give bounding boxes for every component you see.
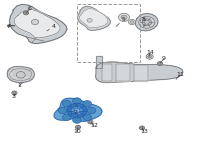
Text: 5: 5 (116, 17, 126, 26)
Circle shape (130, 21, 134, 23)
Circle shape (12, 91, 17, 95)
Circle shape (62, 101, 71, 107)
Circle shape (157, 62, 163, 65)
Circle shape (73, 98, 81, 104)
Text: 2: 2 (74, 104, 78, 115)
Circle shape (87, 107, 96, 114)
Circle shape (146, 54, 153, 59)
Text: 1: 1 (17, 82, 23, 88)
Circle shape (83, 114, 92, 121)
Polygon shape (54, 98, 102, 121)
Polygon shape (96, 56, 102, 68)
Circle shape (128, 19, 136, 25)
Polygon shape (14, 10, 60, 38)
Circle shape (16, 72, 25, 78)
Circle shape (75, 125, 81, 129)
Polygon shape (96, 62, 183, 83)
Text: 4: 4 (47, 24, 56, 31)
Circle shape (67, 103, 87, 118)
Circle shape (142, 19, 152, 26)
Polygon shape (10, 69, 32, 81)
Polygon shape (79, 9, 108, 28)
Circle shape (118, 13, 130, 21)
Circle shape (31, 19, 39, 25)
Circle shape (88, 120, 93, 124)
Polygon shape (78, 6, 110, 30)
Circle shape (139, 126, 145, 130)
Circle shape (141, 127, 143, 129)
Circle shape (77, 126, 79, 128)
Text: 8: 8 (142, 17, 146, 26)
Polygon shape (136, 14, 158, 31)
Polygon shape (116, 64, 130, 81)
Circle shape (83, 101, 92, 107)
Text: 11: 11 (176, 72, 184, 79)
Circle shape (139, 16, 155, 28)
Text: 14: 14 (146, 50, 154, 57)
Polygon shape (10, 4, 67, 43)
Circle shape (87, 18, 92, 22)
Circle shape (23, 11, 29, 15)
Circle shape (71, 106, 83, 115)
Circle shape (89, 121, 92, 123)
Circle shape (73, 117, 81, 123)
Polygon shape (134, 65, 148, 81)
Text: 13: 13 (140, 127, 148, 134)
Text: 9: 9 (160, 56, 166, 63)
Circle shape (144, 21, 149, 24)
Text: 3: 3 (12, 94, 16, 99)
Circle shape (121, 15, 127, 20)
Text: 6: 6 (26, 6, 32, 13)
Circle shape (159, 62, 161, 65)
Circle shape (62, 114, 71, 121)
Polygon shape (7, 66, 34, 83)
Circle shape (25, 12, 27, 14)
Text: 10: 10 (73, 127, 81, 134)
Circle shape (74, 108, 80, 113)
Circle shape (58, 107, 67, 114)
Text: 12: 12 (90, 123, 98, 128)
Circle shape (13, 92, 16, 94)
Text: 7: 7 (6, 24, 11, 29)
Polygon shape (102, 64, 112, 81)
Circle shape (148, 55, 151, 58)
